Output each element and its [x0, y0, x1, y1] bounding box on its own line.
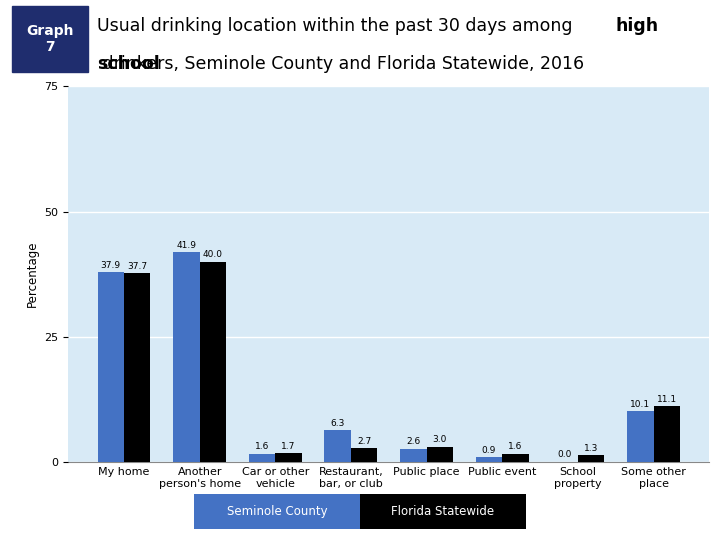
Bar [578, 455, 604, 462]
Text: high: high [616, 17, 659, 35]
Bar [124, 273, 150, 462]
Bar [97, 272, 124, 462]
FancyBboxPatch shape [12, 6, 88, 72]
Text: 1.7: 1.7 [282, 442, 296, 451]
Text: 41.9: 41.9 [176, 240, 197, 249]
Bar [174, 252, 199, 462]
Text: Seminole County: Seminole County [227, 505, 328, 518]
Bar [476, 457, 503, 462]
Text: 1.6: 1.6 [255, 442, 269, 451]
Bar [400, 449, 427, 462]
Text: 0.0: 0.0 [557, 450, 572, 459]
Text: 37.9: 37.9 [101, 260, 121, 269]
Text: 11.1: 11.1 [657, 395, 677, 404]
Bar [199, 261, 226, 462]
Text: 1.3: 1.3 [584, 444, 598, 453]
Text: school: school [97, 55, 160, 73]
Text: Usual drinking location within the past 30 days among: Usual drinking location within the past … [97, 17, 578, 35]
Text: drinkers, Seminole County and Florida Statewide, 2016: drinkers, Seminole County and Florida St… [97, 55, 585, 73]
Text: 10.1: 10.1 [630, 400, 650, 409]
Text: 40.0: 40.0 [203, 250, 223, 259]
Bar [325, 430, 351, 462]
Bar [627, 411, 654, 462]
Bar [351, 448, 377, 462]
Text: 37.7: 37.7 [127, 261, 148, 271]
FancyBboxPatch shape [360, 494, 526, 529]
Text: Graph
7: Graph 7 [26, 24, 73, 54]
Text: 2.6: 2.6 [406, 437, 420, 446]
Text: Florida Statewide: Florida Statewide [391, 505, 495, 518]
Text: 1.6: 1.6 [508, 442, 523, 451]
FancyBboxPatch shape [194, 494, 360, 529]
Text: 3.0: 3.0 [433, 435, 447, 444]
Bar [249, 454, 275, 462]
Bar [427, 447, 453, 462]
Text: 0.9: 0.9 [482, 446, 496, 455]
Bar [503, 454, 528, 462]
Text: 6.3: 6.3 [330, 418, 345, 428]
Bar [275, 453, 302, 462]
Y-axis label: Percentage: Percentage [26, 241, 39, 307]
Text: 2.7: 2.7 [357, 437, 372, 445]
Bar [654, 406, 680, 462]
